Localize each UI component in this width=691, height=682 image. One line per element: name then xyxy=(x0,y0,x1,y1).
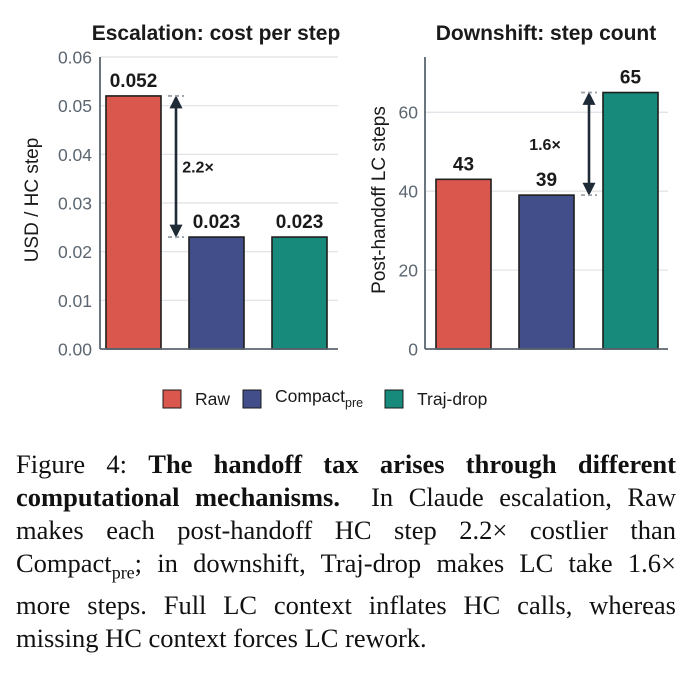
y-tick-label: 60 xyxy=(399,103,419,123)
bar-compact-pre xyxy=(518,194,575,350)
caption-text-2: ; in downshift, Traj-drop makes LC take … xyxy=(16,548,676,654)
legend-swatch-compact xyxy=(242,389,262,409)
ratio-label: 1.6× xyxy=(529,137,561,154)
value-label: 39 xyxy=(536,170,557,191)
bar-traj-drop xyxy=(602,91,659,350)
legend-label-traj-drop: Traj-drop xyxy=(417,389,487,409)
figure-caption: Figure 4: The handoff tax arises through… xyxy=(16,448,676,655)
chart-title: Escalation: cost per step xyxy=(92,22,341,45)
caption-sub: pre xyxy=(111,562,135,583)
y-ticks: 0.00 0.01 0.02 0.03 0.04 0.05 0.06 xyxy=(58,48,92,360)
caption-label: Figure 4: xyxy=(16,449,128,479)
legend-label-raw: Raw xyxy=(195,389,230,409)
value-labels: 43 39 65 xyxy=(453,68,642,192)
bar-traj-drop xyxy=(271,236,328,350)
value-labels: 0.052 0.023 0.023 xyxy=(110,71,324,233)
ratio-annotation: 1.6× xyxy=(529,91,597,197)
caption-text: In Claude escalation, Raw makes each pos… xyxy=(16,482,676,578)
y-ticks: 0 20 40 60 xyxy=(399,103,419,360)
ratio-annotation: 2.2× xyxy=(168,95,214,238)
bar-compact-pre xyxy=(188,236,245,350)
axes xyxy=(99,57,338,350)
y-tick-label: 0.05 xyxy=(58,96,92,116)
y-axis-label: USD / HC step xyxy=(22,138,43,263)
y-tick-label: 0 xyxy=(408,340,418,360)
ratio-label: 2.2× xyxy=(182,160,214,177)
value-label: 0.052 xyxy=(110,71,158,92)
y-tick-label: 0.06 xyxy=(58,48,92,68)
legend: Raw Compactpre Traj-drop xyxy=(162,386,487,410)
escalation-chart: Escalation: cost per step USD / HC step … xyxy=(22,22,340,360)
value-label: 0.023 xyxy=(276,212,324,233)
legend-swatch-traj-drop xyxy=(384,389,404,409)
chart-title: Downshift: step count xyxy=(436,22,656,45)
y-tick-label: 40 xyxy=(399,182,419,202)
y-axis-label: Post-handoff LC steps xyxy=(369,106,390,294)
caption-bold: The handoff tax arises through different… xyxy=(16,449,676,512)
bar-raw xyxy=(105,95,162,350)
value-label: 43 xyxy=(453,154,474,175)
legend-label-compact: Compactpre xyxy=(275,386,363,410)
y-tick-label: 0.01 xyxy=(58,291,92,311)
y-tick-label: 0.04 xyxy=(58,145,92,165)
bars xyxy=(435,91,659,350)
y-tick-label: 0.00 xyxy=(58,340,92,360)
downshift-chart: Downshift: step count Post-handoff LC st… xyxy=(369,22,668,360)
y-tick-label: 20 xyxy=(399,261,419,281)
bar-raw xyxy=(435,178,492,350)
y-tick-label: 0.03 xyxy=(58,194,92,214)
axes xyxy=(424,57,668,350)
value-label: 0.023 xyxy=(193,212,241,233)
y-tick-label: 0.02 xyxy=(58,242,92,262)
legend-swatch-raw xyxy=(162,389,182,409)
value-label: 65 xyxy=(620,68,642,89)
